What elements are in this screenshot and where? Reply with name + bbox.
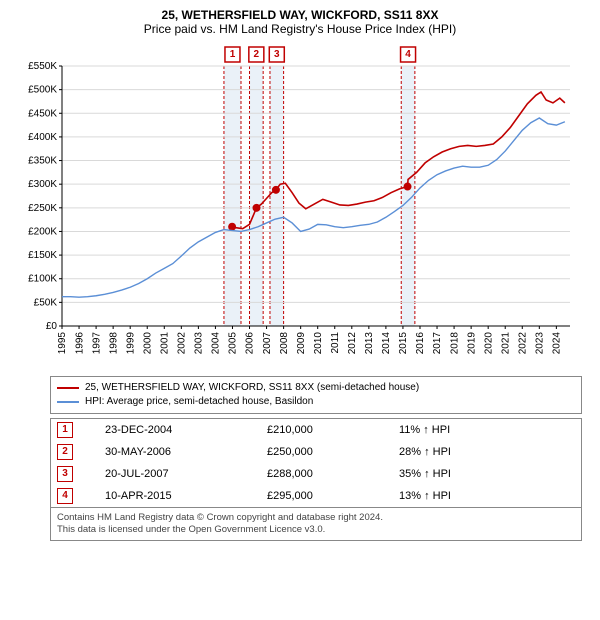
svg-text:2006: 2006: [245, 332, 256, 355]
svg-text:2011: 2011: [330, 332, 341, 354]
legend-swatch: [57, 387, 79, 389]
chart-title-sub: Price paid vs. HM Land Registry's House …: [8, 22, 592, 36]
svg-text:£250K: £250K: [28, 203, 57, 214]
sale-marker: 3: [57, 466, 73, 482]
svg-text:2017: 2017: [432, 332, 443, 355]
svg-text:2013: 2013: [364, 332, 375, 355]
footer-line: Contains HM Land Registry data © Crown c…: [57, 512, 575, 524]
svg-text:2009: 2009: [296, 332, 307, 355]
sale-price: £210,000: [261, 419, 393, 441]
svg-text:1: 1: [230, 49, 236, 60]
svg-text:2024: 2024: [552, 332, 563, 355]
svg-text:1997: 1997: [91, 332, 102, 355]
svg-text:3: 3: [274, 49, 280, 60]
svg-text:2015: 2015: [398, 332, 409, 355]
sale-delta: 13% ↑ HPI: [393, 485, 581, 507]
sale-marker: 2: [57, 444, 73, 460]
svg-text:1998: 1998: [108, 332, 119, 355]
price-chart: £0 £50K £100K £150K £200K £250K £300K £350K £400…: [20, 40, 580, 370]
sales-table: 1 23-DEC-2004£210,00011% ↑ HPI 2 30-MAY-200…: [50, 418, 582, 508]
svg-text:2020: 2020: [483, 332, 494, 355]
svg-text:2002: 2002: [177, 332, 188, 355]
svg-text:2010: 2010: [313, 332, 324, 355]
svg-text:2014: 2014: [381, 332, 392, 355]
legend-label: 25, WETHERSFIELD WAY, WICKFORD, SS11 8XX…: [85, 381, 419, 395]
svg-text:£0: £0: [46, 321, 58, 332]
svg-text:1999: 1999: [125, 332, 136, 355]
sale-marker: 1: [57, 422, 73, 438]
footer-line: This data is licensed under the Open Gov…: [57, 524, 575, 536]
svg-text:2022: 2022: [517, 332, 528, 355]
sale-delta: 11% ↑ HPI: [393, 419, 581, 441]
svg-text:£200K: £200K: [28, 226, 57, 237]
svg-text:2012: 2012: [347, 332, 358, 355]
svg-text:1995: 1995: [57, 332, 68, 355]
svg-text:2004: 2004: [211, 332, 222, 355]
legend: 25, WETHERSFIELD WAY, WICKFORD, SS11 8XX…: [50, 376, 582, 414]
svg-text:£100K: £100K: [28, 274, 57, 285]
svg-text:2003: 2003: [194, 332, 205, 355]
sale-price: £288,000: [261, 463, 393, 485]
svg-text:2016: 2016: [415, 332, 426, 355]
svg-text:2: 2: [254, 49, 260, 60]
svg-text:£500K: £500K: [28, 85, 57, 96]
svg-text:£350K: £350K: [28, 156, 57, 167]
svg-text:1996: 1996: [74, 332, 85, 355]
sale-date: 20-JUL-2007: [99, 463, 261, 485]
svg-text:2021: 2021: [500, 332, 511, 355]
svg-text:2000: 2000: [142, 332, 153, 355]
sale-date: 10-APR-2015: [99, 485, 261, 507]
svg-text:4: 4: [405, 49, 411, 60]
svg-text:2007: 2007: [262, 332, 273, 355]
table-row: 2 30-MAY-2006£250,00028% ↑ HPI: [51, 441, 581, 463]
svg-text:£50K: £50K: [34, 297, 58, 308]
svg-text:£450K: £450K: [28, 108, 57, 119]
legend-item: 25, WETHERSFIELD WAY, WICKFORD, SS11 8XX…: [57, 381, 575, 395]
attribution-footer: Contains HM Land Registry data © Crown c…: [50, 508, 582, 541]
svg-text:£400K: £400K: [28, 132, 57, 143]
svg-text:2005: 2005: [228, 332, 239, 355]
sale-delta: 35% ↑ HPI: [393, 463, 581, 485]
sale-price: £250,000: [261, 441, 393, 463]
table-row: 1 23-DEC-2004£210,00011% ↑ HPI: [51, 419, 581, 441]
legend-item: HPI: Average price, semi-detached house,…: [57, 395, 575, 409]
svg-text:£300K: £300K: [28, 179, 57, 190]
sale-date: 23-DEC-2004: [99, 419, 261, 441]
table-row: 4 10-APR-2015£295,00013% ↑ HPI: [51, 485, 581, 507]
svg-text:2023: 2023: [535, 332, 546, 355]
svg-text:£150K: £150K: [28, 250, 57, 261]
svg-text:2008: 2008: [279, 332, 290, 355]
legend-swatch: [57, 401, 79, 403]
sale-marker: 4: [57, 488, 73, 504]
legend-label: HPI: Average price, semi-detached house,…: [85, 395, 313, 409]
svg-text:£550K: £550K: [28, 61, 57, 72]
table-row: 3 20-JUL-2007£288,00035% ↑ HPI: [51, 463, 581, 485]
sale-date: 30-MAY-2006: [99, 441, 261, 463]
svg-text:2001: 2001: [159, 332, 170, 355]
sale-delta: 28% ↑ HPI: [393, 441, 581, 463]
chart-title-address: 25, WETHERSFIELD WAY, WICKFORD, SS11 8XX: [8, 8, 592, 22]
svg-text:2018: 2018: [449, 332, 460, 355]
svg-text:2019: 2019: [466, 332, 477, 355]
sale-price: £295,000: [261, 485, 393, 507]
